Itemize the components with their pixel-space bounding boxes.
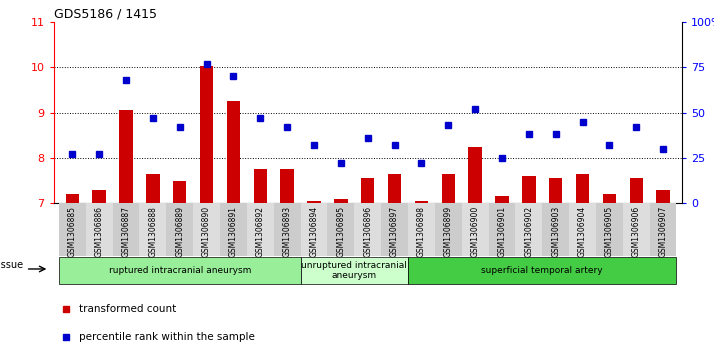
Text: transformed count: transformed count [79,305,176,314]
Bar [200,66,213,203]
Bar [139,203,166,256]
Bar [247,203,273,256]
Text: GSM1306888: GSM1306888 [149,206,157,257]
Text: GSM1306906: GSM1306906 [632,206,640,257]
Text: GSM1306894: GSM1306894 [309,206,318,257]
FancyBboxPatch shape [59,257,301,284]
Bar [193,203,220,256]
Text: tissue: tissue [0,260,24,270]
Bar [93,189,106,203]
Bar [650,203,676,256]
Bar [408,203,435,256]
Text: GSM1306890: GSM1306890 [202,206,211,257]
Bar [301,203,328,256]
Bar [328,203,354,256]
Text: GSM1306904: GSM1306904 [578,206,587,257]
Bar [496,196,508,203]
Bar [522,176,536,203]
Bar [542,203,569,256]
Bar [656,189,670,203]
Bar [575,174,589,203]
Bar [173,180,186,203]
Bar [113,203,139,256]
Bar [549,178,563,203]
Text: GSM1306895: GSM1306895 [336,206,346,257]
Text: GSM1306886: GSM1306886 [95,206,104,257]
Bar [603,194,616,203]
Bar [66,194,79,203]
Text: GSM1306885: GSM1306885 [68,206,77,257]
Bar [220,203,247,256]
Text: GSM1306898: GSM1306898 [417,206,426,257]
Bar [361,178,374,203]
Text: GSM1306889: GSM1306889 [175,206,184,257]
Text: percentile rank within the sample: percentile rank within the sample [79,332,255,342]
Bar [415,201,428,203]
Bar [166,203,193,256]
Text: GSM1306905: GSM1306905 [605,206,614,257]
FancyBboxPatch shape [301,257,408,284]
Bar [468,147,482,203]
Bar [334,199,348,203]
Text: GSM1306901: GSM1306901 [498,206,506,257]
Text: unruptured intracranial
aneurysm: unruptured intracranial aneurysm [301,261,407,280]
Bar [86,203,113,256]
Bar [441,174,455,203]
Text: GSM1306900: GSM1306900 [471,206,480,257]
Text: superficial temporal artery: superficial temporal artery [481,266,603,275]
Bar [516,203,542,256]
Bar [227,101,240,203]
Bar [630,178,643,203]
Bar [381,203,408,256]
Bar [146,174,160,203]
Text: GSM1306891: GSM1306891 [229,206,238,257]
Bar [253,169,267,203]
Text: GSM1306887: GSM1306887 [121,206,131,257]
Text: GSM1306893: GSM1306893 [283,206,291,257]
Text: GSM1306896: GSM1306896 [363,206,372,257]
Bar [435,203,462,256]
Bar [307,201,321,203]
Text: GSM1306902: GSM1306902 [524,206,533,257]
Bar [388,174,401,203]
Text: GSM1306897: GSM1306897 [390,206,399,257]
Text: GSM1306907: GSM1306907 [658,206,668,257]
Bar [623,203,650,256]
Bar [119,110,133,203]
Bar [462,203,488,256]
Text: ruptured intracranial aneurysm: ruptured intracranial aneurysm [109,266,251,275]
Bar [596,203,623,256]
Bar [569,203,596,256]
Text: GDS5186 / 1415: GDS5186 / 1415 [54,8,156,21]
Text: GSM1306892: GSM1306892 [256,206,265,257]
FancyBboxPatch shape [408,257,676,284]
Bar [59,203,86,256]
Bar [354,203,381,256]
Bar [488,203,516,256]
Text: GSM1306903: GSM1306903 [551,206,560,257]
Bar [273,203,301,256]
Text: GSM1306899: GSM1306899 [444,206,453,257]
Bar [281,169,294,203]
